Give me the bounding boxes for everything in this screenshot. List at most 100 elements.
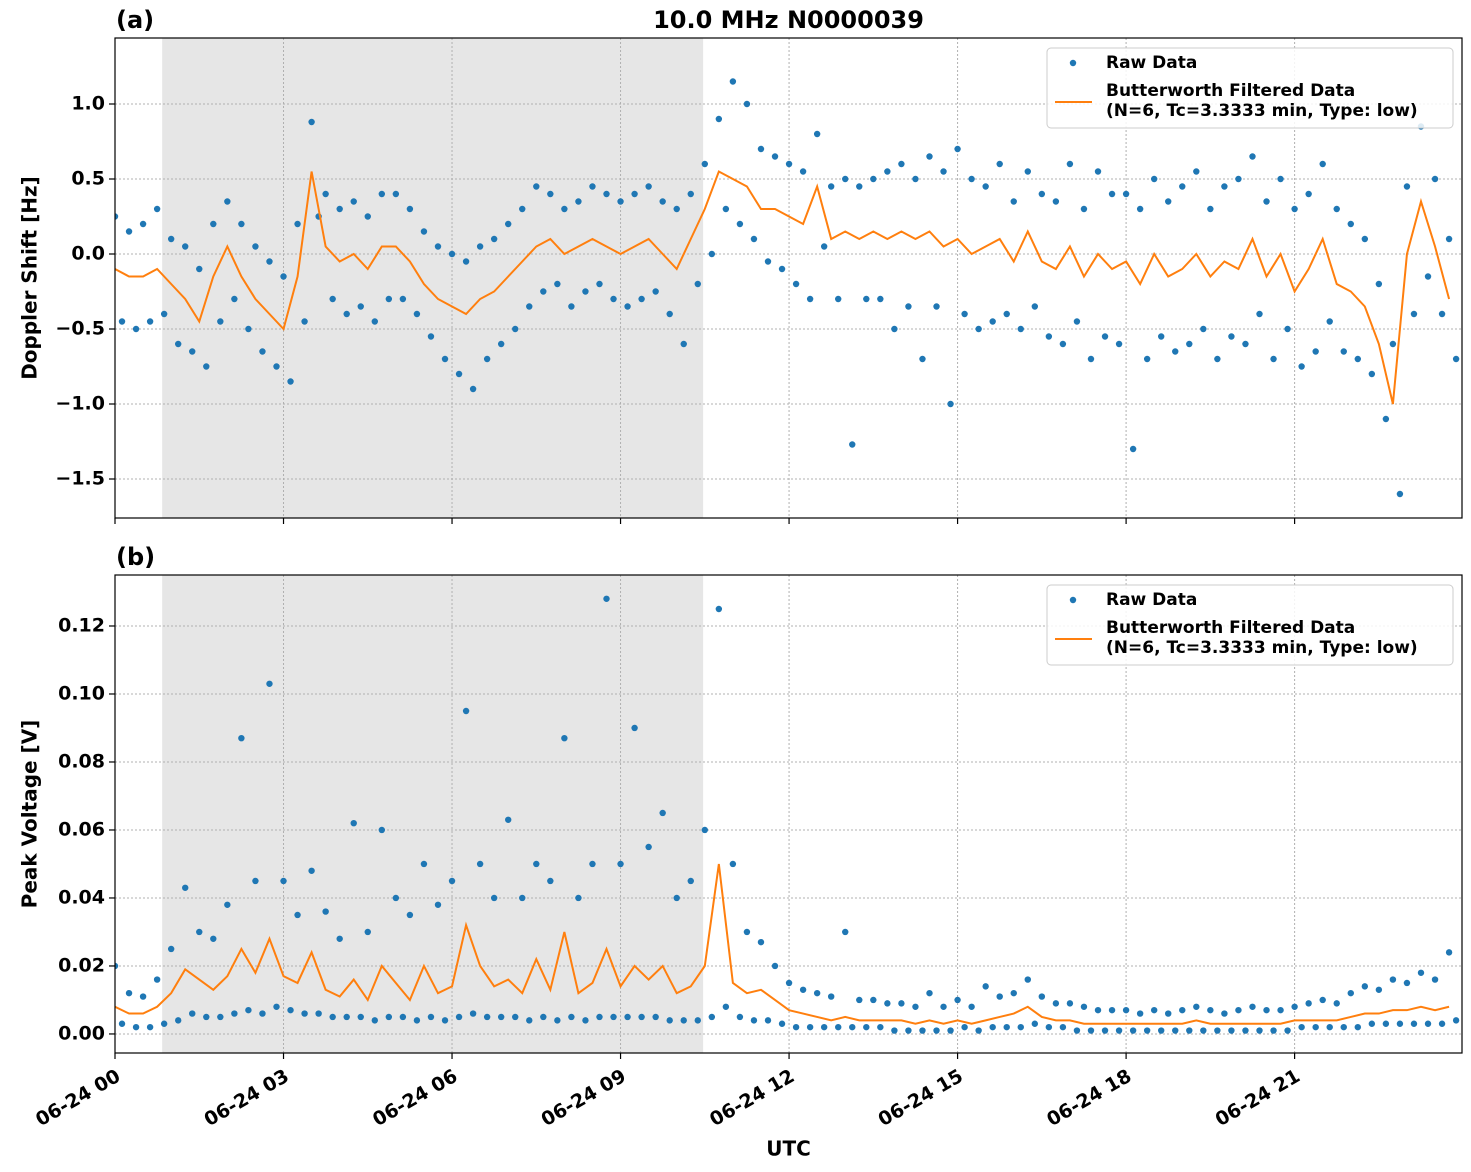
raw-point xyxy=(589,860,596,868)
raw-point xyxy=(877,295,884,303)
raw-point xyxy=(610,1013,617,1021)
raw-point xyxy=(863,1023,870,1031)
filtered-line xyxy=(115,863,1450,1025)
legend-label: Butterworth Filtered Data (N=6, Tc=3.3333… xyxy=(1106,81,1418,121)
y-tick-label: −1.0 xyxy=(55,393,105,415)
raw-point xyxy=(1375,986,1383,993)
raw-point xyxy=(1445,235,1453,243)
raw-point xyxy=(1228,1027,1235,1034)
raw-point xyxy=(659,809,666,817)
raw-point xyxy=(1080,205,1088,213)
raw-point xyxy=(132,1023,140,1031)
raw-point xyxy=(1073,318,1081,325)
raw-point xyxy=(1066,1000,1074,1007)
raw-point xyxy=(1382,415,1390,423)
raw-point xyxy=(364,928,371,936)
raw-point xyxy=(1094,1006,1102,1014)
raw-point xyxy=(1333,1000,1340,1007)
y-tick-label: 0.06 xyxy=(58,818,105,840)
raw-point xyxy=(1242,340,1249,348)
raw-point xyxy=(1284,1027,1291,1034)
raw-point xyxy=(842,175,849,183)
y-axis-label: Peak Voltage [V] xyxy=(18,720,42,909)
raw-point xyxy=(1150,175,1158,183)
raw-point xyxy=(568,303,575,310)
raw-point xyxy=(308,118,315,126)
y-tick-label: 0.02 xyxy=(58,954,105,976)
raw-point xyxy=(231,295,238,303)
raw-point xyxy=(301,1010,308,1017)
raw-point xyxy=(1396,1020,1404,1027)
raw-point xyxy=(125,989,133,997)
raw-point xyxy=(820,243,828,250)
y-tick-label: 0.10 xyxy=(58,682,105,704)
raw-point xyxy=(174,340,182,348)
raw-point xyxy=(406,205,414,213)
y-tick-label: 0.08 xyxy=(58,750,105,772)
raw-point xyxy=(1165,1010,1172,1017)
raw-point xyxy=(835,295,842,303)
raw-point xyxy=(153,976,161,983)
raw-point xyxy=(778,265,786,273)
y-tick-label: 0.5 xyxy=(71,168,105,190)
raw-point xyxy=(1066,160,1074,168)
raw-point xyxy=(806,295,814,303)
raw-point xyxy=(940,168,947,175)
raw-point xyxy=(1389,340,1397,348)
raw-point xyxy=(526,1017,533,1024)
raw-point xyxy=(645,183,652,190)
raw-point xyxy=(1221,1010,1228,1017)
raw-point xyxy=(617,198,624,205)
raw-point xyxy=(1270,355,1277,363)
raw-point xyxy=(778,1020,786,1027)
raw-point xyxy=(160,1020,168,1027)
raw-point xyxy=(357,1013,364,1021)
x-tick-label: 06-24 00 xyxy=(32,1065,124,1131)
y-tick-label: 0.00 xyxy=(58,1022,105,1044)
raw-point xyxy=(329,1013,336,1021)
raw-point xyxy=(680,1017,687,1024)
raw-point xyxy=(476,243,484,250)
raw-point xyxy=(139,993,147,1000)
raw-point xyxy=(624,1013,631,1021)
raw-point xyxy=(1249,1003,1256,1010)
axes-frame xyxy=(114,574,1463,1054)
panel: −1.5 −1.0 −0.5 0.0 0.5 1.0 (a) 10.0 MHz N000003… xyxy=(18,6,1463,524)
raw-point xyxy=(497,340,505,348)
raw-point xyxy=(1214,355,1221,363)
raw-point xyxy=(392,190,400,198)
raw-point xyxy=(610,295,617,303)
raw-point xyxy=(708,250,716,258)
raw-point xyxy=(1347,220,1354,228)
raw-point xyxy=(961,1023,968,1031)
raw-point xyxy=(505,220,512,228)
raw-point xyxy=(1115,340,1123,348)
raw-point xyxy=(343,310,350,318)
raw-point xyxy=(1312,1023,1319,1031)
raw-point xyxy=(1136,205,1144,213)
raw-point xyxy=(933,303,940,310)
raw-point xyxy=(378,826,386,834)
raw-point xyxy=(617,860,624,868)
raw-point xyxy=(1291,1003,1298,1010)
raw-point xyxy=(1333,205,1340,213)
raw-point xyxy=(954,145,961,153)
raw-point xyxy=(849,441,856,448)
raw-point xyxy=(933,1027,940,1034)
raw-point xyxy=(371,318,378,325)
raw-point xyxy=(891,325,898,333)
legend-marker xyxy=(1069,59,1077,67)
raw-point xyxy=(406,911,414,919)
raw-point xyxy=(743,100,751,108)
raw-point xyxy=(1431,976,1439,983)
raw-point xyxy=(736,220,744,228)
raw-point xyxy=(1038,993,1046,1000)
raw-point xyxy=(1410,310,1418,318)
raw-point xyxy=(1031,303,1039,310)
raw-point xyxy=(1059,1023,1067,1031)
raw-point xyxy=(863,295,870,303)
raw-point xyxy=(1326,318,1333,325)
raw-point xyxy=(273,363,280,370)
raw-point xyxy=(1312,348,1319,355)
